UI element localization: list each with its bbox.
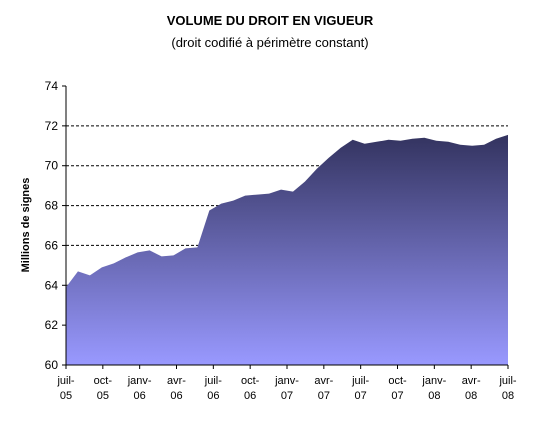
x-tick-label: juil-07 [351, 375, 369, 402]
data-point [352, 139, 353, 140]
data-point [316, 168, 317, 169]
area-series [66, 134, 508, 365]
data-point [101, 267, 102, 268]
data-point [89, 275, 90, 276]
data-point [113, 263, 114, 264]
data-point [209, 210, 210, 211]
data-point [185, 248, 186, 249]
x-tick-label: juil-05 [56, 375, 74, 402]
data-point [161, 256, 162, 257]
data-point [328, 157, 329, 158]
x-tick-label: oct-06 [241, 375, 260, 402]
data-point [412, 138, 413, 139]
data-point [137, 252, 138, 253]
data-point [245, 195, 246, 196]
data-point [173, 255, 174, 256]
data-point [448, 141, 449, 142]
data-point [484, 144, 485, 145]
y-tick-label: 64 [45, 278, 59, 292]
data-point [304, 181, 305, 182]
chart-title: VOLUME DU DROIT EN VIGUEUR [166, 13, 374, 28]
x-tick-label: juil-08 [498, 375, 516, 402]
y-tick-label: 74 [45, 79, 59, 93]
data-point [221, 203, 222, 204]
x-tick-label: avr-07 [314, 375, 333, 402]
data-point [233, 200, 234, 201]
data-point [77, 271, 78, 272]
data-point [149, 250, 150, 251]
data-point [292, 191, 293, 192]
data-point [340, 147, 341, 148]
data-point [507, 134, 508, 135]
y-tick-label: 62 [45, 318, 59, 332]
y-tick-label: 72 [45, 119, 59, 133]
data-point [376, 141, 377, 142]
data-point [257, 194, 258, 195]
x-tick-label: janv-08 [421, 375, 446, 402]
x-tick-label: juil-06 [204, 375, 222, 402]
y-tick-label: 66 [45, 238, 59, 252]
x-tick-label: janv-06 [127, 375, 152, 402]
y-tick-label: 68 [45, 199, 59, 213]
x-tick-label: oct-07 [388, 375, 407, 402]
data-point [424, 137, 425, 138]
data-point [197, 247, 198, 248]
chart-subtitle: (droit codifié à périmètre constant) [171, 35, 369, 50]
series-area [66, 134, 508, 365]
x-tick-label: avr-08 [462, 375, 481, 402]
y-tick-label: 60 [45, 358, 59, 372]
data-point [495, 138, 496, 139]
y-tick-labels: 60 62 64 66 68 70 72 74 [45, 79, 66, 372]
x-tick-label: oct-05 [94, 375, 113, 402]
x-tick-label: janv-07 [274, 375, 299, 402]
data-point [400, 140, 401, 141]
data-point [460, 144, 461, 145]
data-point [364, 143, 365, 144]
data-point [268, 193, 269, 194]
data-point [280, 189, 281, 190]
data-point [436, 140, 437, 141]
x-tick-labels: juil-05 oct-05 janv-06 avr-06 juil-06 oct-06 j… [56, 365, 517, 402]
data-point [125, 257, 126, 258]
data-point [472, 145, 473, 146]
data-point [388, 139, 389, 140]
x-tick-label: avr-06 [167, 375, 186, 402]
y-tick-label: 70 [45, 159, 59, 173]
